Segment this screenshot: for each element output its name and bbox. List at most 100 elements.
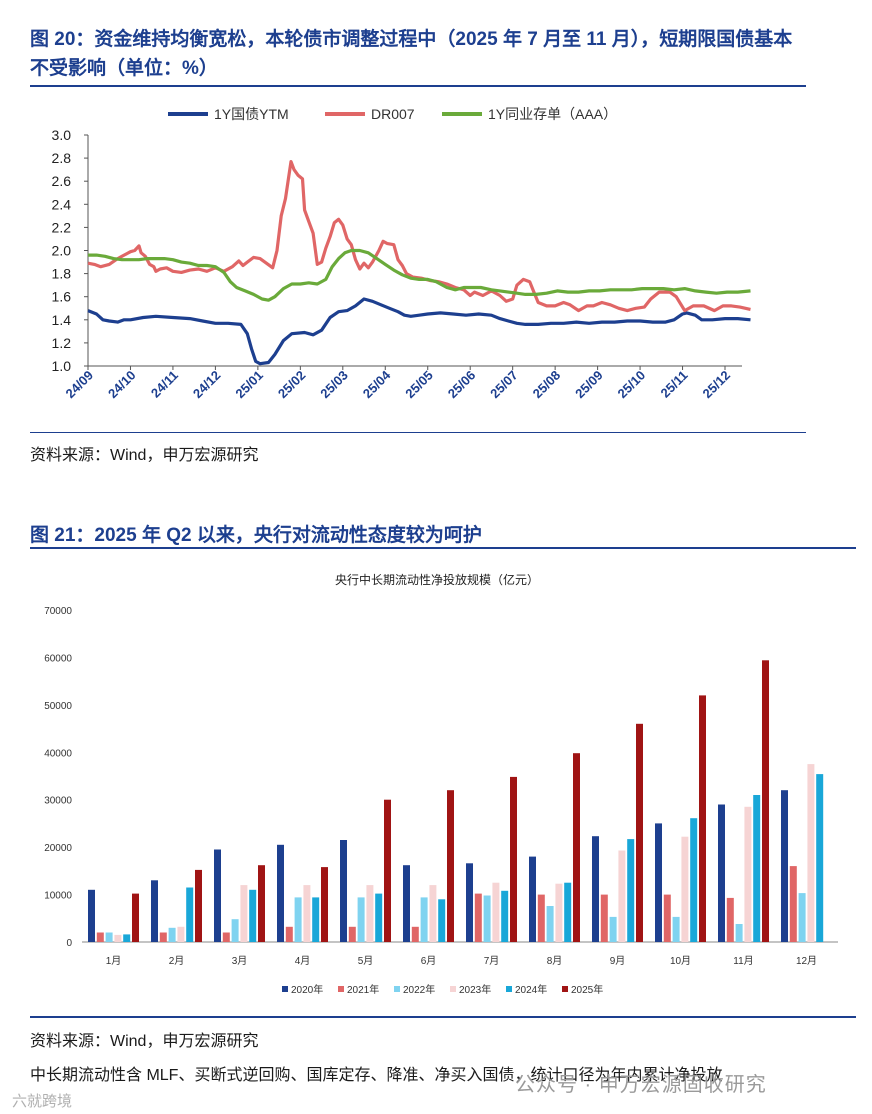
category-label: 8月 — [547, 955, 563, 967]
x-tick-label: 25/07 — [487, 368, 521, 402]
y-tick-label: 50000 — [44, 701, 72, 712]
bar-2020年-2月 — [151, 880, 158, 942]
x-tick-label: 24/12 — [190, 368, 224, 402]
bar-2024年-4月 — [312, 897, 320, 942]
bar-2023年-10月 — [681, 836, 689, 942]
y-tick-label: 1.8 — [52, 266, 72, 282]
bar-2025年-8月 — [573, 753, 580, 942]
bar-2023年-9月 — [618, 850, 626, 942]
category-label: 10月 — [670, 955, 691, 967]
y-tick-label: 2.0 — [52, 243, 72, 259]
legend-label: DR007 — [371, 106, 415, 122]
bar-2025年-10月 — [699, 695, 706, 942]
bar-2020年-3月 — [214, 849, 221, 942]
bar-2020年-9月 — [592, 836, 599, 942]
bar-2022年-8月 — [546, 906, 554, 942]
x-tick-label: 24/11 — [148, 368, 181, 401]
category-label: 11月 — [733, 955, 753, 967]
figure-20-title: 图 20：资金维持均衡宽松，本轮债市调整过程中（2025 年 7 月至 11 月… — [30, 29, 793, 79]
y-tick-label: 70000 — [44, 606, 72, 617]
bar-2022年-9月 — [609, 916, 617, 942]
figure-21-source: 资料来源：Wind，申万宏源研究 — [30, 1033, 259, 1050]
bar-2023年-1月 — [114, 934, 122, 942]
bar-2024年-3月 — [249, 889, 257, 942]
bar-2023年-12月 — [807, 764, 815, 942]
legend-label: 2020年 — [291, 983, 323, 996]
figure-21-title: 图 21：2025 年 Q2 以来，央行对流动性态度较为呵护 — [30, 525, 482, 546]
bar-2023年-4月 — [303, 885, 311, 942]
bar-2024年-12月 — [816, 774, 824, 942]
legend-swatch — [338, 986, 344, 992]
y-tick-label: 1.0 — [52, 358, 72, 374]
bar-2024年-8月 — [564, 882, 572, 942]
bar-2020年-1月 — [88, 889, 95, 942]
bar-2025年-3月 — [258, 865, 265, 942]
x-tick-label: 25/02 — [275, 368, 309, 402]
y-tick-label: 2.2 — [52, 219, 72, 235]
bar-2025年-1月 — [132, 893, 139, 942]
legend-swatch — [282, 986, 288, 992]
category-label: 5月 — [358, 955, 374, 967]
watermark: 公众号 · 申万宏源固收研究 — [515, 1074, 767, 1096]
figure-21-note: 中长期流动性含 MLF、买断式逆回购、国库定存、降准、净买入国债，统计口径为年内… — [30, 1067, 723, 1084]
bar-2021年-10月 — [663, 894, 671, 942]
x-tick-label: 25/06 — [445, 368, 479, 402]
bar-2023年-7月 — [492, 882, 500, 942]
bar-2025年-5月 — [384, 799, 391, 942]
y-tick-label: 20000 — [44, 843, 72, 854]
bar-2024年-1月 — [123, 934, 131, 942]
bar-2023年-2月 — [177, 926, 185, 942]
y-tick-label: 0 — [66, 938, 72, 949]
bar-2021年-8月 — [537, 894, 545, 942]
bar-2021年-6月 — [411, 926, 419, 942]
y-tick-label: 2.6 — [52, 173, 72, 189]
bar-2020年-11月 — [718, 804, 725, 942]
bar-2022年-10月 — [672, 916, 680, 942]
x-tick-label: 24/10 — [105, 368, 139, 402]
bar-2021年-9月 — [600, 894, 608, 942]
bar-2022年-11月 — [735, 924, 743, 942]
bar-2023年-3月 — [240, 885, 248, 942]
x-tick-label: 25/04 — [360, 367, 394, 401]
bar-2025年-7月 — [510, 776, 517, 942]
bar-2024年-2月 — [186, 887, 194, 942]
bar-2021年-4月 — [285, 926, 293, 942]
bar-2021年-1月 — [96, 932, 104, 942]
category-label: 2月 — [169, 955, 185, 967]
y-tick-label: 1.2 — [52, 335, 72, 351]
figure-21-title-rule — [30, 547, 856, 549]
bar-2024年-5月 — [375, 893, 383, 942]
bar-2021年-12月 — [789, 866, 797, 942]
y-tick-label: 2.4 — [52, 196, 72, 212]
legend-label: 2022年 — [403, 983, 435, 996]
y-tick-label: 10000 — [44, 891, 72, 902]
bar-2022年-12月 — [798, 893, 806, 942]
x-tick-label: 25/08 — [530, 368, 564, 402]
bar-2025年-4月 — [321, 867, 328, 942]
figure-21-bottom-rule — [30, 1016, 856, 1018]
category-label: 9月 — [610, 955, 626, 967]
y-tick-label: 30000 — [44, 796, 72, 807]
bar-2022年-2月 — [168, 927, 176, 942]
bar-2021年-3月 — [222, 932, 230, 942]
bar-2020年-12月 — [781, 790, 788, 942]
bar-2023年-6月 — [429, 885, 437, 942]
y-tick-label: 60000 — [44, 653, 72, 664]
category-label: 3月 — [232, 955, 248, 967]
x-tick-label: 25/11 — [658, 368, 691, 401]
figure-20-bottom-rule — [30, 432, 806, 433]
bar-2020年-6月 — [403, 865, 410, 942]
series-line-3 — [88, 248, 751, 302]
series-line-1 — [87, 297, 751, 366]
bar-2022年-6月 — [420, 897, 428, 942]
bar-2022年-3月 — [231, 919, 239, 942]
legend-label: 2025年 — [571, 983, 603, 996]
figure-20-source: 资料来源：Wind，申万宏源研究 — [30, 447, 259, 464]
bar-2023年-5月 — [366, 885, 374, 942]
legend-label: 2023年 — [459, 983, 491, 996]
y-tick-label: 2.8 — [52, 150, 72, 166]
bar-2022年-1月 — [105, 932, 113, 942]
series-line-2 — [87, 160, 751, 313]
x-tick-label: 25/12 — [700, 368, 734, 402]
bar-2021年-2月 — [159, 932, 167, 942]
